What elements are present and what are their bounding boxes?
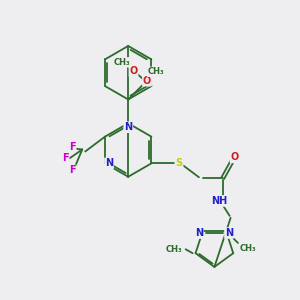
Text: N: N xyxy=(225,228,233,238)
Text: N: N xyxy=(124,122,132,132)
Text: N: N xyxy=(195,228,203,238)
Text: NH: NH xyxy=(212,196,228,206)
Text: N: N xyxy=(105,158,113,168)
Text: O: O xyxy=(143,76,151,85)
Text: CH₃: CH₃ xyxy=(148,67,164,76)
Text: CH₃: CH₃ xyxy=(165,245,182,254)
Text: O: O xyxy=(129,66,138,76)
Text: O: O xyxy=(230,152,239,162)
Text: CH₃: CH₃ xyxy=(113,58,130,67)
Text: S: S xyxy=(176,158,183,168)
Text: F: F xyxy=(69,142,76,152)
Text: F: F xyxy=(69,165,76,175)
Text: CH₃: CH₃ xyxy=(239,244,256,253)
Text: F: F xyxy=(62,153,69,164)
